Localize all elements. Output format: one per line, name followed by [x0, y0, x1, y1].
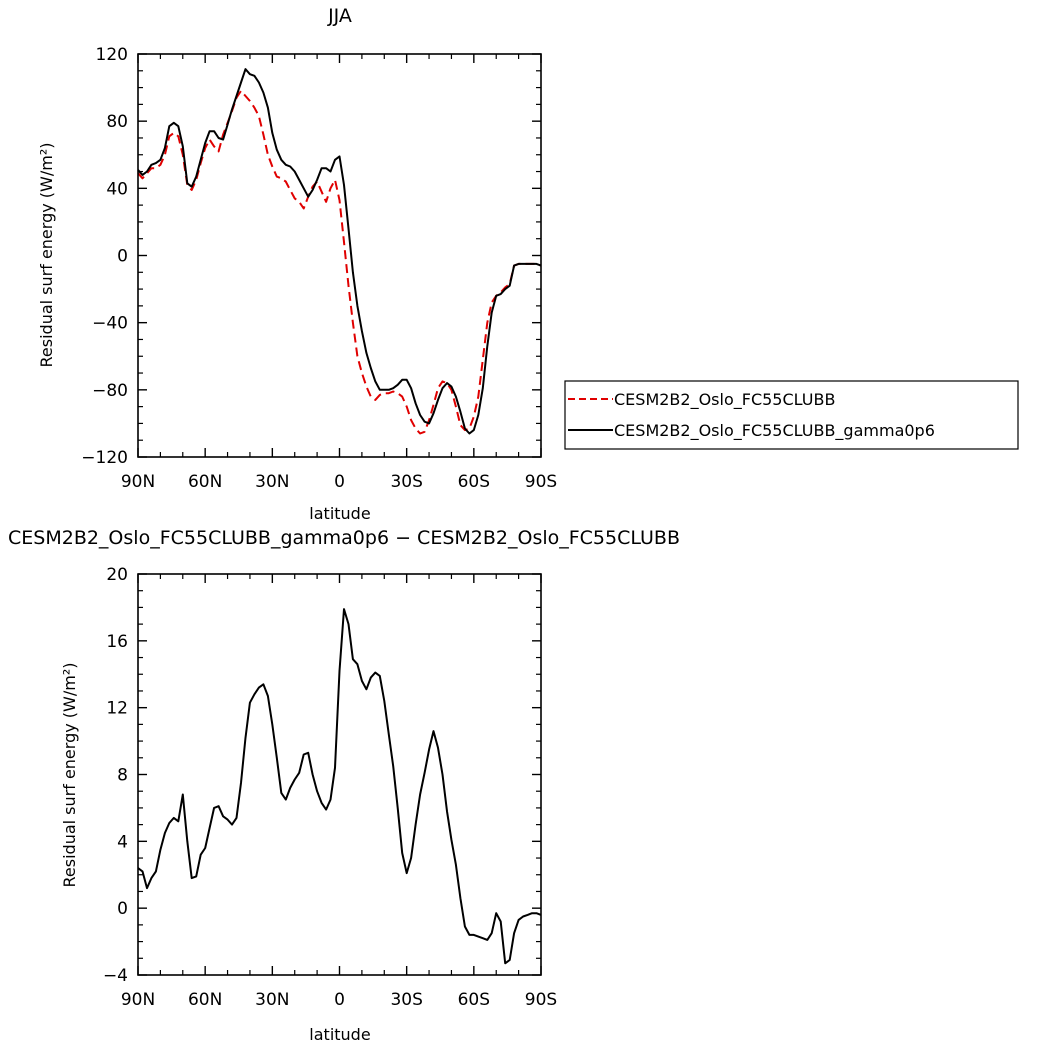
top-panel-ylabel: Residual surf energy (W/m²): [37, 143, 56, 368]
legend-entry-fc55clubb: CESM2B2_Oslo_FC55CLUBB: [614, 390, 835, 410]
top-panel-frame: [137, 53, 542, 458]
top-xtick-label: 30S: [390, 472, 422, 492]
top-ytick-label: 40: [106, 179, 128, 199]
bottom-ytick-label: −4: [103, 966, 128, 986]
top-panel-title: JJA: [327, 5, 352, 27]
bottom-panel-xlabel: latitude: [309, 1025, 370, 1044]
top-ytick-label: 0: [117, 247, 128, 267]
bottom-xtick-label: 0: [334, 990, 345, 1010]
legend-entry-gamma0p6: CESM2B2_Oslo_FC55CLUBB_gamma0p6: [614, 421, 935, 441]
top-ytick-label: 80: [106, 112, 128, 132]
legend: CESM2B2_Oslo_FC55CLUBB CESM2B2_Oslo_FC55…: [564, 380, 1019, 450]
bottom-panel-frame: [137, 573, 542, 976]
bottom-panel-marks: 90N 60N 30N 0 30S 60S 90S 20 16 12 8 4 0 −4: [103, 565, 557, 1010]
top-xtick-label: 0: [334, 472, 345, 492]
top-xtick-label: 90S: [525, 472, 557, 492]
bottom-ytick-label: 4: [117, 832, 128, 852]
bottom-ytick-label: 20: [106, 565, 128, 585]
bottom-panel-ylabel: Residual surf energy (W/m²): [60, 663, 79, 888]
bottom-xtick-label: 30S: [390, 990, 422, 1010]
top-series-line-1: [137, 68, 542, 435]
top-series-line-0: [137, 89, 542, 435]
bottom-panel-title: CESM2B2_Oslo_FC55CLUBB_gamma0p6 − CESM2B…: [8, 527, 680, 549]
bottom-xtick-label: 30N: [255, 990, 289, 1010]
top-panel: JJA 90N 60N 30N 0 30S 60S 90S 120 80 40 0 −40 −80 −12…: [37, 5, 1019, 523]
bottom-ytick-label: 12: [106, 699, 128, 719]
bottom-panel: CESM2B2_Oslo_FC55CLUBB_gamma0p6 − CESM2B…: [8, 527, 680, 1044]
top-ytick-label: 120: [96, 45, 128, 65]
bottom-ytick-label: 16: [106, 632, 128, 652]
bottom-xtick-label: 90S: [525, 990, 557, 1010]
top-xtick-label: 60N: [188, 472, 222, 492]
top-xtick-label: 60S: [458, 472, 490, 492]
legend-box: [564, 380, 1019, 450]
top-ytick-label: −120: [81, 448, 128, 468]
top-xtick-label: 30N: [255, 472, 289, 492]
bottom-series-line-0: [137, 608, 542, 965]
bottom-ytick-label: 8: [117, 766, 128, 786]
bottom-xtick-label: 90N: [121, 990, 155, 1010]
top-panel-marks: 90N 60N 30N 0 30S 60S 90S 120 80 40 0 −40 −80 −120: [81, 45, 557, 492]
bottom-xtick-label: 60N: [188, 990, 222, 1010]
top-ytick-label: −80: [92, 381, 128, 401]
bottom-xtick-label: 60S: [458, 990, 490, 1010]
top-ytick-label: −40: [92, 314, 128, 334]
top-xtick-label: 90N: [121, 472, 155, 492]
top-panel-xlabel: latitude: [309, 504, 370, 523]
bottom-ytick-label: 0: [117, 899, 128, 919]
